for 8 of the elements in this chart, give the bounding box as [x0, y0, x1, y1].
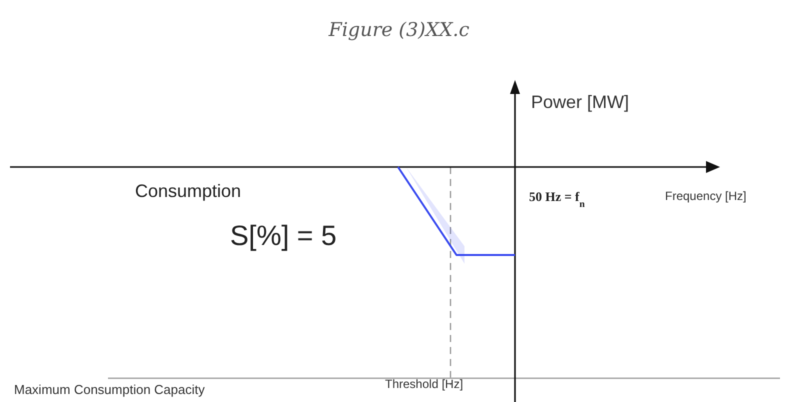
- text: Threshold [Hz]: [385, 377, 464, 391]
- chart-title: Figure (3)XX.c: [328, 19, 470, 41]
- annotation: 50 Hz = f$_{n}$: [529, 189, 586, 210]
- text: S[%] = 5: [230, 220, 337, 251]
- ref-line-label: Maximum Consumption Capacity: [14, 382, 206, 398]
- y-axis-title: Power [MW]: [531, 92, 630, 112]
- text: Frequency [Hz]: [665, 189, 746, 203]
- text: Consumption: [135, 181, 242, 201]
